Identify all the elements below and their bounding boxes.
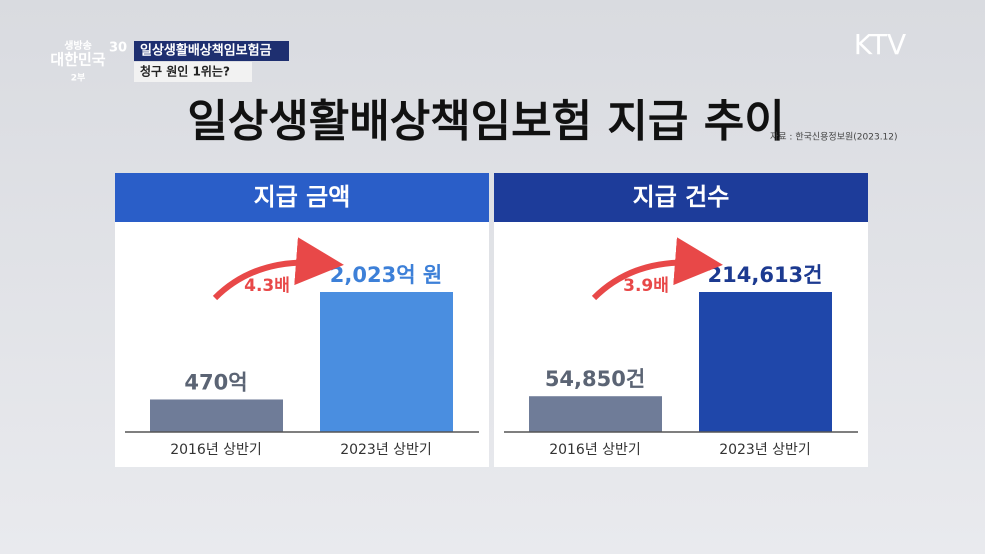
bar	[320, 292, 453, 432]
bar	[529, 396, 662, 432]
x-tick-label: 2016년 상반기	[549, 442, 641, 458]
headline: 청구 원인 1위는?	[140, 64, 230, 79]
growth-arrow	[212, 237, 344, 301]
logo-text: 생방송	[64, 39, 92, 52]
growth-arrow	[591, 237, 723, 301]
annotation: 4.3배	[244, 276, 290, 296]
value-label: 214,613건	[708, 263, 823, 287]
panel-title: 지급 건수	[633, 183, 730, 211]
panel-title: 지급 금액	[254, 183, 351, 211]
program-logo: 생방송 대한민국 30 2부	[50, 39, 127, 84]
page-title: 일상생활배상책임보험 지급 추이	[187, 96, 784, 147]
annotation: 3.9배	[623, 276, 669, 296]
bar	[150, 399, 283, 432]
logo-text: 대한민국	[50, 51, 105, 69]
x-tick-label: 2016년 상반기	[170, 442, 262, 458]
value-label: 470억	[184, 370, 247, 394]
x-tick-label: 2023년 상반기	[340, 442, 432, 458]
value-label: 2,023억 원	[330, 263, 442, 287]
logo-text: 2부	[71, 73, 86, 84]
headline-box	[134, 62, 252, 82]
bar	[699, 292, 832, 432]
headline-box	[134, 41, 289, 61]
panel-header	[115, 173, 489, 222]
logo-text: 30	[109, 41, 127, 56]
headline: 일상생활배상책임보험금	[140, 43, 272, 59]
panel-header	[494, 173, 868, 222]
channel-logo: KTV	[854, 28, 906, 61]
source: 자료 : 한국신용정보원(2023.12)	[770, 132, 898, 143]
value-label: 54,850건	[545, 367, 645, 391]
x-tick-label: 2023년 상반기	[719, 442, 811, 458]
